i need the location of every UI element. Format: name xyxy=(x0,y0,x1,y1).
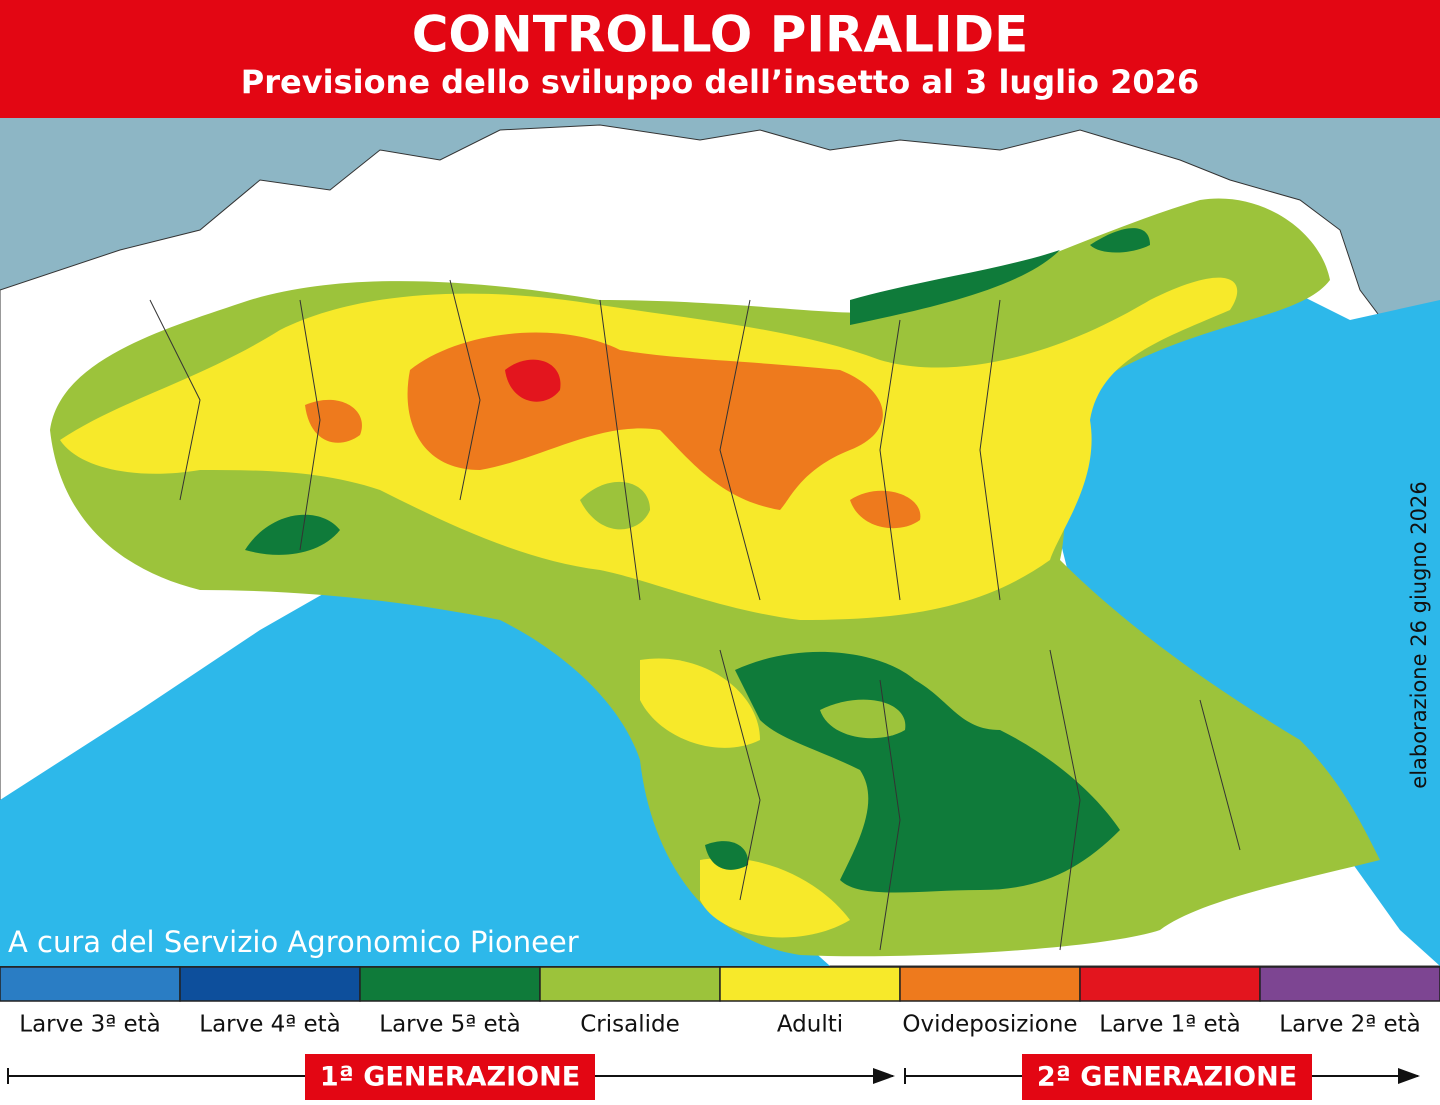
legend-swatch xyxy=(1079,966,1261,1002)
legend: Larve 3ª età Larve 4ª età Larve 5ª età Cris… xyxy=(0,966,1440,1038)
credit: A cura del Servizio Agronomico Pioneer xyxy=(8,925,579,959)
legend-label: Crisalide xyxy=(580,1012,680,1038)
header-band xyxy=(0,0,1440,118)
legend-swatch xyxy=(359,966,541,1002)
map: A cura del Servizio Agronomico Pioneer e… xyxy=(0,118,1440,967)
legend-swatch xyxy=(1259,966,1440,1002)
generation-label: 2ª GENERAZIONE xyxy=(1037,1062,1297,1093)
legend-swatch xyxy=(899,966,1081,1002)
date-note: elaborazione 26 giugno 2026 xyxy=(1407,481,1431,788)
legend-label: Larve 3ª età xyxy=(19,1012,160,1038)
legend-swatch xyxy=(539,966,721,1002)
generation-box xyxy=(305,1054,595,1100)
generations: 1ª GENERAZIONE 2ª GENERAZIONE xyxy=(7,1054,1420,1100)
generation-box xyxy=(1022,1054,1312,1100)
legend-label: Larve 4ª età xyxy=(199,1012,340,1038)
generation-label: 1ª GENERAZIONE xyxy=(320,1062,580,1093)
legend-label: Larve 1ª età xyxy=(1099,1012,1240,1038)
legend-swatch xyxy=(179,966,361,1002)
legend-label: Larve 2ª età xyxy=(1279,1012,1420,1038)
legend-label: Adulti xyxy=(777,1012,843,1038)
title: CONTROLLO PIRALIDE xyxy=(412,6,1029,64)
arrow-head xyxy=(873,1068,895,1084)
legend-label: Ovideposizione xyxy=(902,1012,1077,1038)
legend-swatch xyxy=(719,966,901,1002)
arrow-head xyxy=(1398,1068,1420,1084)
legend-swatch xyxy=(0,966,181,1002)
legend-label: Larve 5ª età xyxy=(379,1012,520,1038)
subtitle: Previsione dello sviluppo dell’insetto a… xyxy=(241,63,1199,101)
